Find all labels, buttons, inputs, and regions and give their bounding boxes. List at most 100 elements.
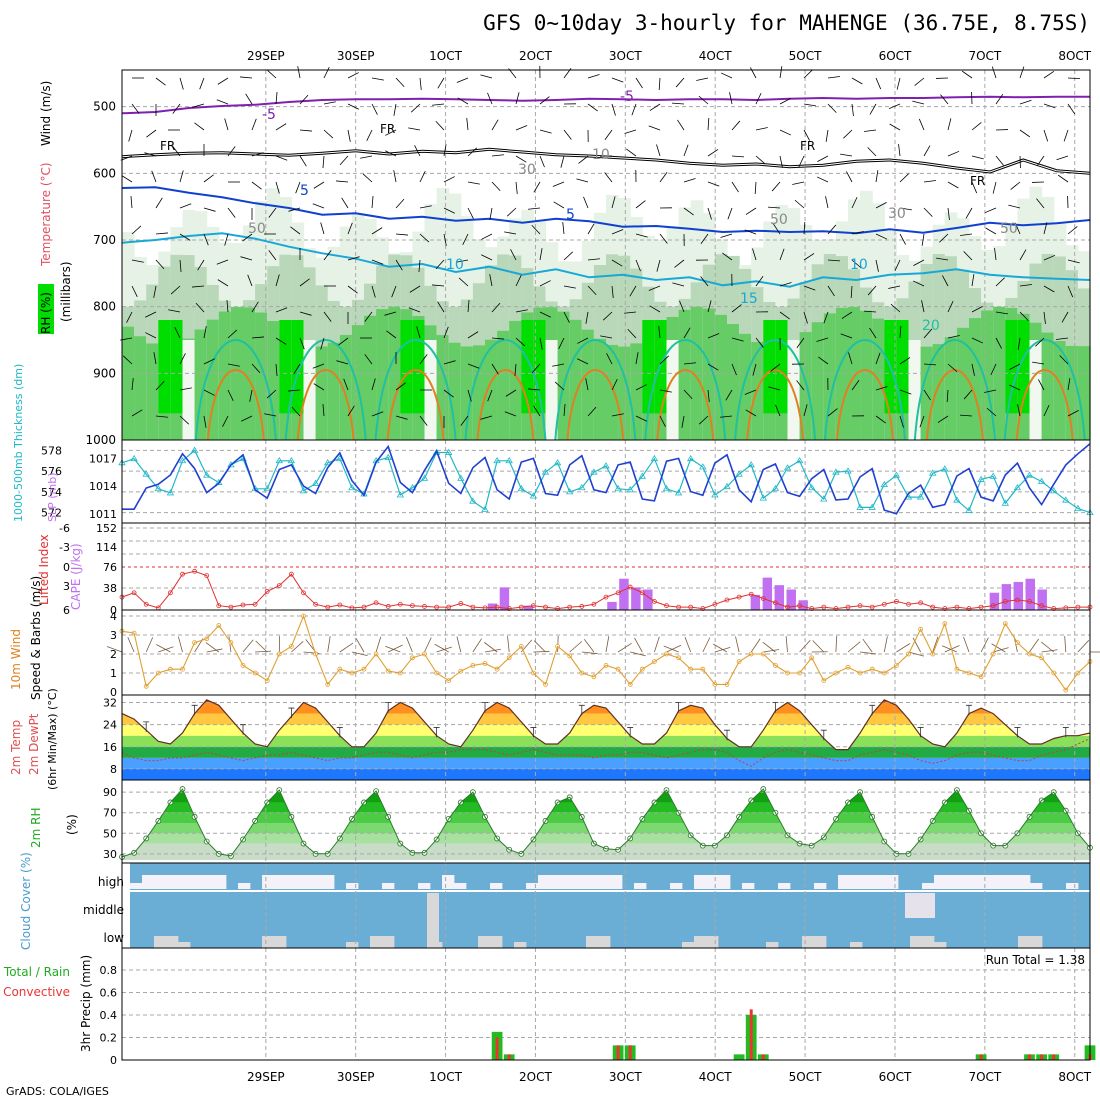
high-cloud-gap xyxy=(526,883,539,889)
wind-barb xyxy=(587,223,595,235)
high-cloud-gap xyxy=(490,883,503,889)
wind-barb xyxy=(323,101,336,105)
wind-barb xyxy=(994,248,997,261)
wind-barb xyxy=(707,363,719,371)
wind-barb xyxy=(1043,103,1056,109)
wind-barb xyxy=(384,311,397,316)
thickness-point xyxy=(953,496,961,503)
rh-band-high xyxy=(509,320,522,440)
high-cloud-gap xyxy=(586,875,599,889)
lifted-point xyxy=(167,590,173,596)
minmax-whisker xyxy=(675,702,682,713)
wind-barb xyxy=(203,207,216,212)
low-cloud-bar xyxy=(922,936,935,948)
wind-barb xyxy=(179,387,192,391)
rh-band-sat xyxy=(291,320,305,414)
wind-barb xyxy=(947,118,952,131)
wind-barb xyxy=(480,74,493,79)
wind-barb xyxy=(794,199,805,209)
wind-barb xyxy=(745,409,757,417)
high-cloud-gap xyxy=(946,875,959,889)
top-tick-label: 2OCT xyxy=(519,49,552,63)
wind-barb xyxy=(939,233,949,243)
warm-contour xyxy=(476,369,535,441)
wind-barb xyxy=(416,326,421,339)
rh-band-high xyxy=(448,342,462,440)
rh-band-high xyxy=(122,326,135,440)
low-cloud-bar xyxy=(694,936,707,948)
high-cloud-gap xyxy=(322,875,335,889)
surface-wind-barb xyxy=(1077,640,1090,653)
wind-barb xyxy=(899,326,902,339)
wind-barb xyxy=(395,233,408,236)
high-cloud-gap xyxy=(886,875,899,889)
wind-barb xyxy=(323,311,332,322)
wind-barb xyxy=(364,354,373,365)
thickness-point xyxy=(311,479,320,486)
wind-barb xyxy=(744,229,757,235)
wind-barb xyxy=(192,285,205,288)
rh-band-high xyxy=(206,319,220,440)
high-cloud-gap xyxy=(142,875,155,889)
high-cloud-gap xyxy=(238,883,251,889)
wind-barb xyxy=(1067,77,1081,80)
wind-barb xyxy=(960,233,973,236)
wind-barb xyxy=(131,285,138,297)
wind-barb xyxy=(268,207,277,218)
contour-labels: FR FR FR FR -5 -5 5 5 10 10 15 20 50 50 30 10 50 30 xyxy=(160,89,1018,334)
wind-barb xyxy=(539,248,543,261)
wind-barb xyxy=(491,119,499,131)
slp-tick-label: 1017 xyxy=(89,452,117,465)
wind-barb xyxy=(491,154,504,157)
minmax-whisker xyxy=(288,707,295,719)
temp-band xyxy=(122,746,1090,758)
wind-barb xyxy=(443,389,454,398)
top-tick-label: 3OCT xyxy=(609,49,642,63)
wind-barb xyxy=(251,181,262,190)
wind-barb xyxy=(216,259,229,265)
wind-barb xyxy=(563,285,576,289)
wind-barb xyxy=(155,232,168,235)
wind-barb xyxy=(347,72,359,79)
wind-barb xyxy=(755,337,764,348)
wind-barb xyxy=(432,284,445,287)
plus20-contour xyxy=(374,339,457,441)
wind-barb xyxy=(1009,363,1021,370)
surface-wind-barb xyxy=(327,636,331,653)
wind-barb xyxy=(677,119,685,131)
wind-barb xyxy=(656,144,661,157)
dewpoint-line xyxy=(121,738,1091,767)
wind-barb xyxy=(1017,337,1021,350)
surface-wind-barb xyxy=(177,636,183,653)
wind-barb xyxy=(1038,379,1045,391)
wind-barb xyxy=(649,103,661,111)
rh-tick-label: 90 xyxy=(103,786,117,799)
precip-conv-label: Convective xyxy=(3,985,70,999)
wind-barb xyxy=(698,95,709,105)
rh-band-sat xyxy=(158,320,171,414)
wind-barb xyxy=(528,207,541,210)
surface-wind-barb xyxy=(156,644,171,653)
high-cloud-gap xyxy=(442,875,455,889)
wind-barb xyxy=(674,259,685,268)
rh-band-high xyxy=(739,333,752,440)
plus20-contour xyxy=(554,339,637,441)
pressure-tick-label: 900 xyxy=(93,366,116,380)
lifted-point xyxy=(276,583,282,589)
wind-barb xyxy=(600,335,613,339)
wind-barb xyxy=(1019,66,1025,79)
chart-title: GFS 0~10day 3-hourly for MAHENGE (36.75E… xyxy=(483,11,1090,35)
wind-barb xyxy=(515,155,527,163)
lifted-tick-label: 3 xyxy=(63,580,70,593)
wind-barb xyxy=(179,353,186,365)
surface-wind-barb xyxy=(106,646,123,653)
rh-band-high xyxy=(146,343,159,440)
rh-band-high xyxy=(1041,332,1055,440)
wind-barb xyxy=(563,251,574,261)
rh-band xyxy=(122,823,1090,834)
minmax-whisker xyxy=(578,704,585,716)
wind-barb xyxy=(275,307,288,313)
dewpt-axis-label: 2m DewPt xyxy=(27,713,41,775)
wind-barb xyxy=(731,155,744,158)
wind-barb xyxy=(533,181,541,193)
